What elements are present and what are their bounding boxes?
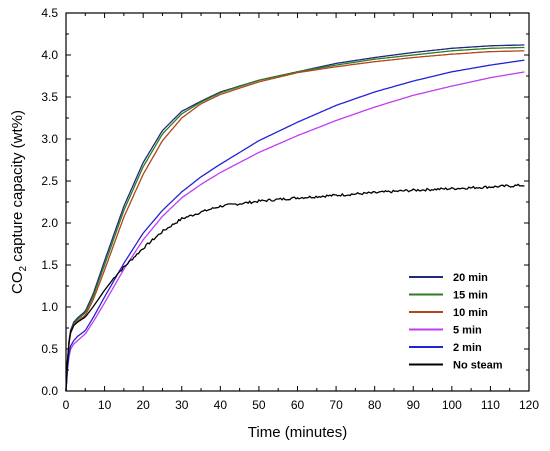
- series-line: [65, 183, 525, 392]
- legend-label: 2 min: [453, 342, 482, 354]
- y-tick-label: 2.0: [41, 216, 58, 230]
- series-line: [65, 46, 525, 392]
- x-tick-label: 30: [175, 398, 189, 412]
- y-tick-label: 2.5: [41, 174, 58, 188]
- series-line: [65, 59, 525, 392]
- y-tick-label: 4.5: [41, 6, 58, 20]
- x-tick-label: 100: [442, 398, 462, 412]
- y-axis-title-main: CO: [9, 271, 26, 294]
- y-tick-label: 1.0: [41, 300, 58, 314]
- y-axis-ticks: 0.0 0.5 1.0 1.5 2.0 2.5 3.0 3.5 4.0 4.5: [41, 6, 529, 398]
- y-tick-label: 0.5: [41, 342, 58, 356]
- x-tick-label: 50: [252, 398, 266, 412]
- x-tick-label: 80: [368, 398, 382, 412]
- series-line: [65, 71, 525, 392]
- series-lines: [65, 44, 525, 392]
- legend-label: 20 min: [453, 272, 488, 284]
- legend-label: 15 min: [453, 290, 488, 302]
- y-axis-title-subscript: 2: [18, 265, 29, 271]
- x-tick-label: 20: [136, 398, 150, 412]
- x-tick-label: 10: [98, 398, 112, 412]
- y-tick-label: 4.0: [41, 48, 58, 62]
- x-tick-label: 110: [481, 398, 500, 412]
- x-axis-ticks: 0 10 20 30 40 50 60 70 80 90 100 110 120: [63, 13, 539, 412]
- x-tick-label: 0: [63, 398, 70, 412]
- y-tick-label: 3.0: [41, 132, 58, 146]
- x-axis-title: Time (minutes): [248, 424, 347, 441]
- legend-label: No steam: [453, 360, 503, 372]
- series-line: [65, 50, 525, 392]
- y-tick-label: 0.0: [41, 384, 58, 398]
- x-tick-label: 40: [214, 398, 228, 412]
- legend-label: 10 min: [453, 307, 488, 319]
- y-tick-label: 3.5: [41, 90, 58, 104]
- y-axis-title: CO2 capture capacity (wt%): [9, 110, 29, 294]
- x-tick-label: 90: [407, 398, 421, 412]
- x-tick-label: 120: [519, 398, 539, 412]
- legend: 20 min 15 min 10 min 5 min 2 min No steam: [409, 272, 503, 372]
- x-tick-label: 70: [329, 398, 343, 412]
- series-line: [65, 44, 525, 392]
- y-axis-title-rest: capture capacity (wt%): [9, 110, 26, 266]
- legend-label: 5 min: [453, 325, 482, 337]
- x-tick-label: 60: [291, 398, 305, 412]
- y-tick-label: 1.5: [41, 258, 58, 272]
